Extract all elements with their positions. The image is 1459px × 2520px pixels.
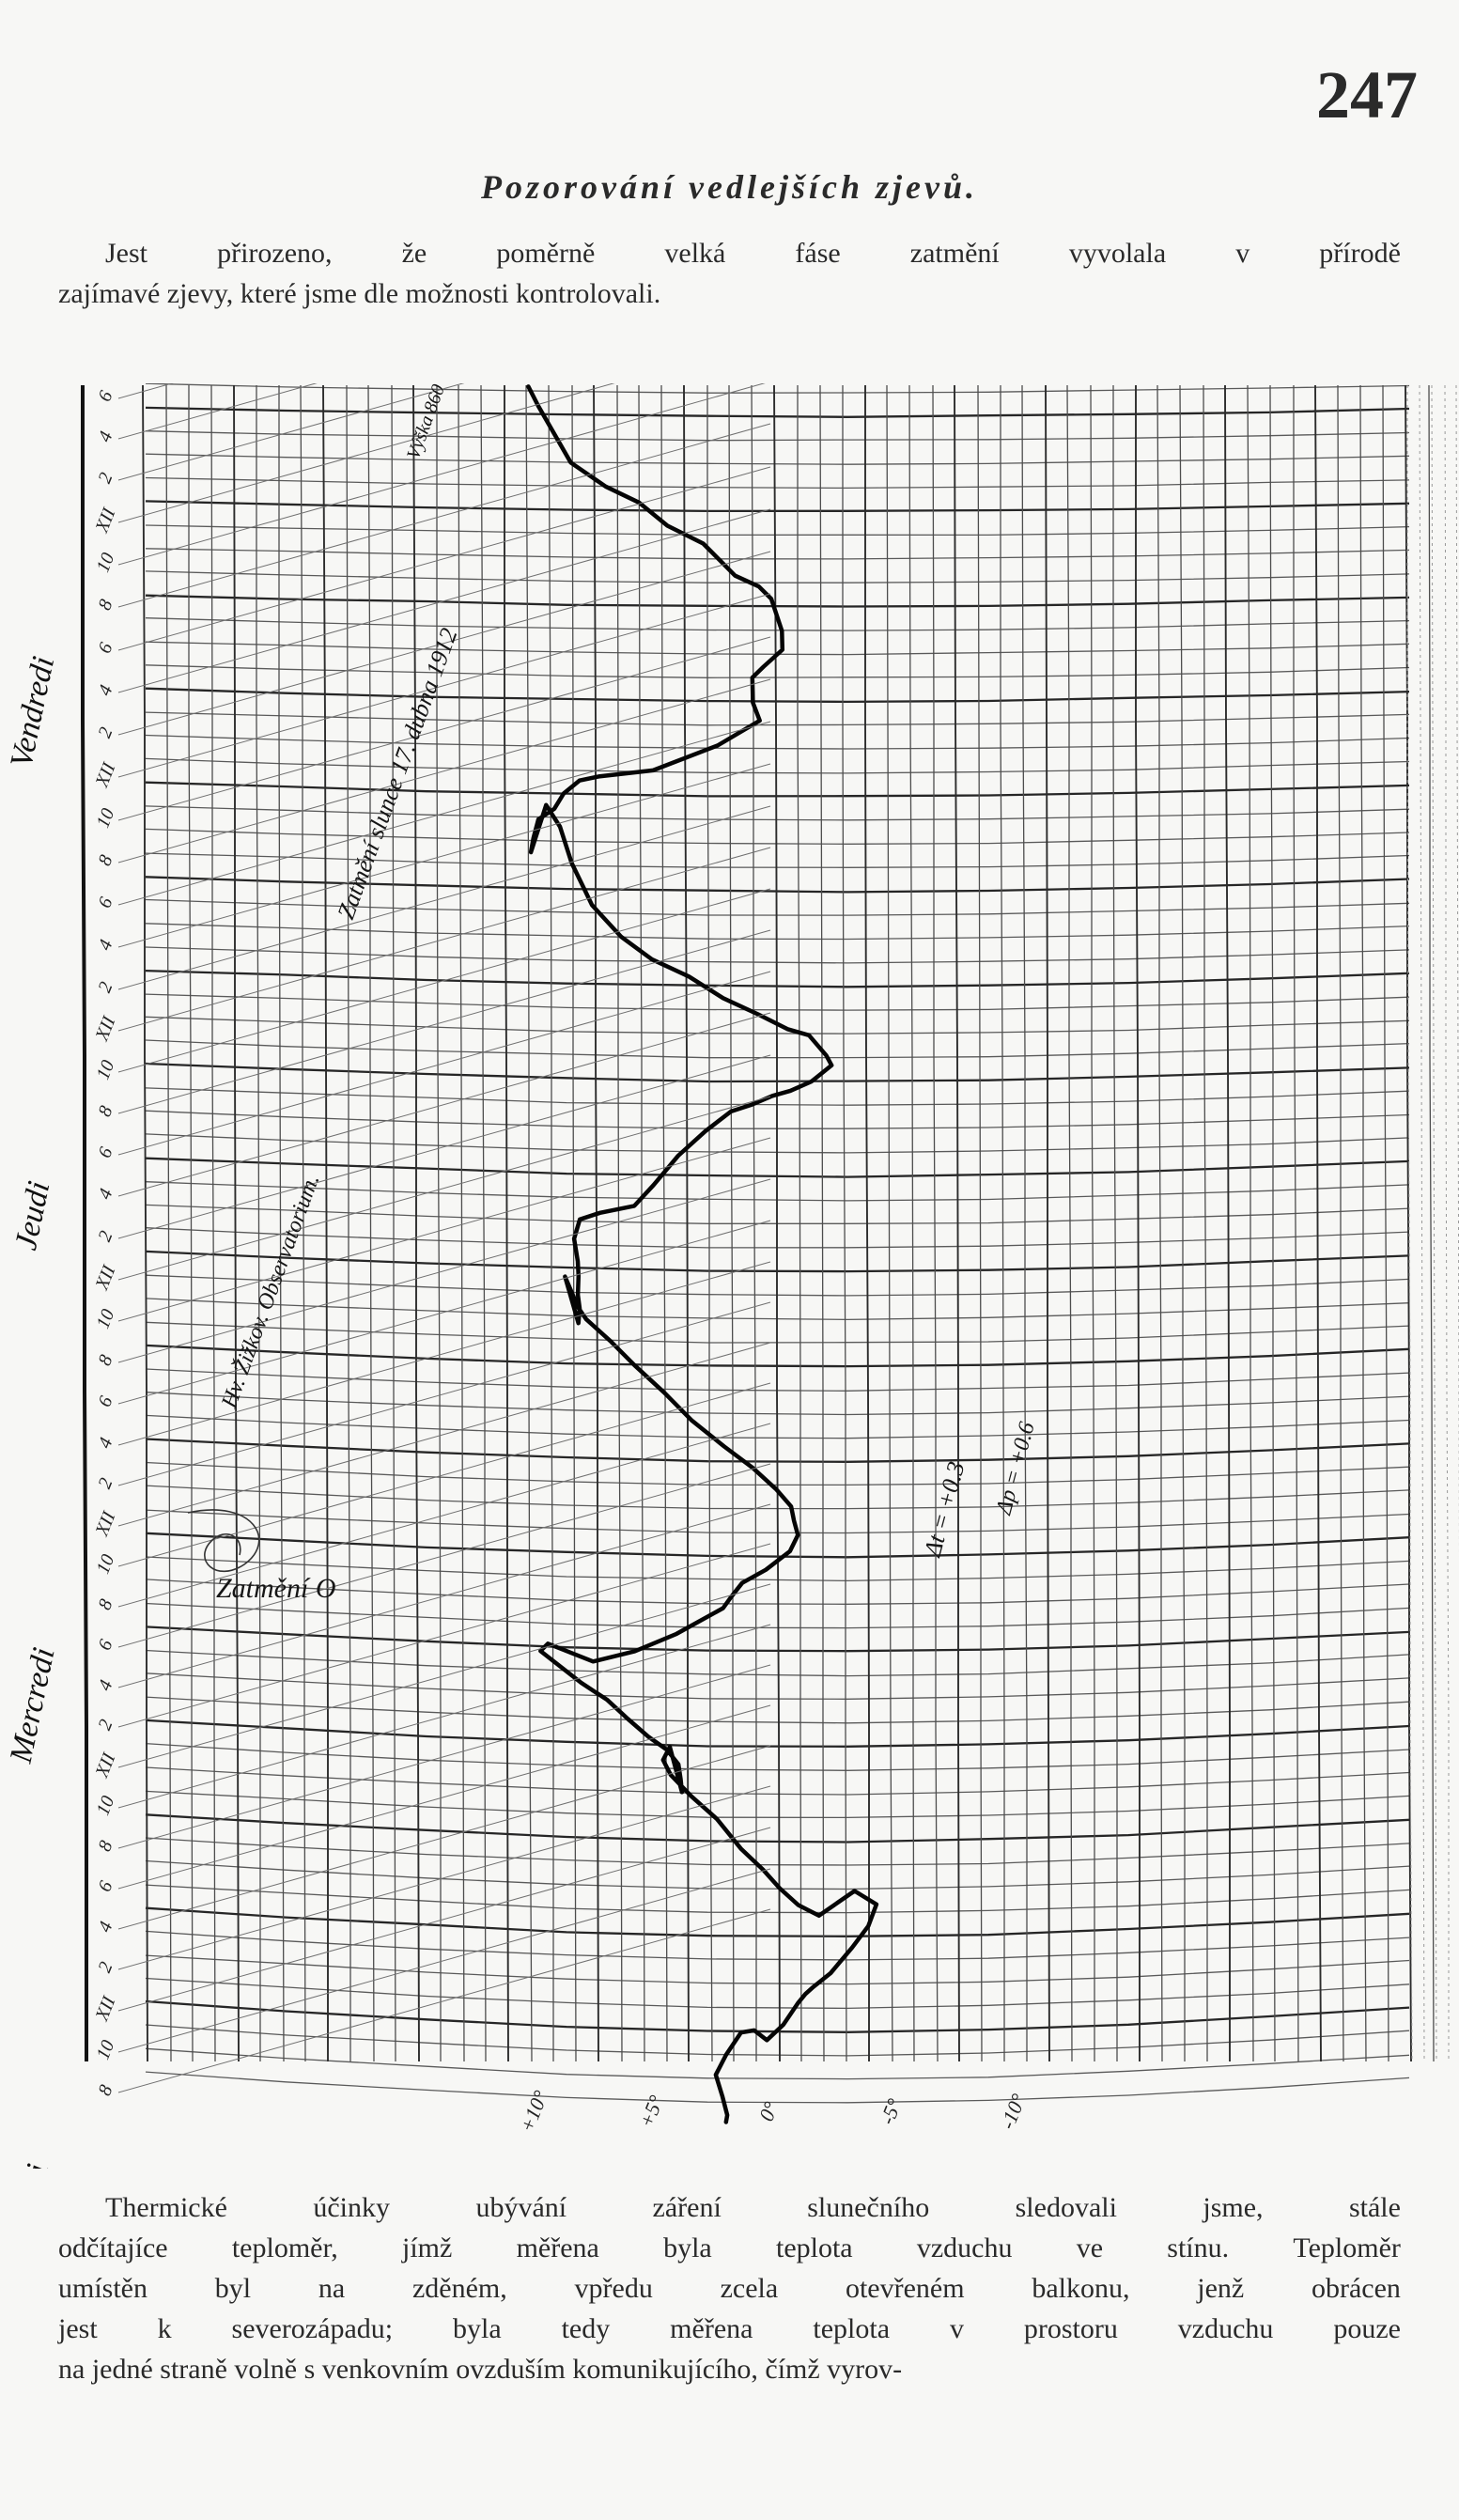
svg-text:XII: XII — [91, 1508, 120, 1540]
svg-text:10: 10 — [92, 805, 118, 831]
svg-text:+5°: +5° — [634, 2092, 668, 2131]
svg-text:Δt = +0.3: Δt = +0.3 — [919, 1458, 970, 1560]
svg-text:2: 2 — [94, 724, 116, 741]
svg-text:2: 2 — [94, 470, 116, 487]
svg-text:2: 2 — [94, 1228, 116, 1245]
svg-text:6: 6 — [94, 894, 116, 911]
svg-text:8: 8 — [94, 597, 116, 614]
svg-text:Výška 860 m: Výška 860 m — [403, 383, 456, 462]
svg-text:10: 10 — [92, 1306, 118, 1331]
svg-text:-10°: -10° — [995, 2091, 1031, 2133]
svg-text:8: 8 — [94, 1838, 116, 1855]
svg-text:8: 8 — [94, 852, 116, 869]
svg-text:8: 8 — [94, 1103, 116, 1120]
svg-text:XII: XII — [91, 1750, 120, 1781]
svg-text:Jeudi: Jeudi — [8, 1178, 57, 1253]
svg-text:4: 4 — [94, 682, 116, 699]
svg-text:2: 2 — [94, 979, 116, 996]
svg-text:Mercredi: Mercredi — [4, 1644, 62, 1766]
svg-text:8: 8 — [94, 1352, 116, 1369]
svg-text:8: 8 — [94, 2082, 116, 2099]
svg-text:8: 8 — [94, 1596, 116, 1613]
svg-text:6: 6 — [94, 1637, 116, 1654]
svg-text:4: 4 — [94, 1919, 116, 1936]
svg-text:4: 4 — [94, 937, 116, 954]
svg-text:4: 4 — [94, 1186, 116, 1203]
svg-text:...rdi: ...rdi — [9, 2161, 55, 2169]
svg-text:XII: XII — [91, 1993, 120, 2025]
svg-text:XII: XII — [91, 1262, 120, 1294]
svg-text:2: 2 — [94, 1475, 116, 1492]
svg-text:XII: XII — [91, 505, 120, 537]
svg-text:10: 10 — [92, 1793, 118, 1818]
svg-text:+10°: +10° — [515, 2087, 552, 2136]
svg-text:10: 10 — [92, 2037, 118, 2062]
svg-text:10: 10 — [92, 550, 118, 575]
svg-text:4: 4 — [94, 428, 116, 445]
svg-text:2: 2 — [94, 1717, 116, 1734]
svg-text:Zatmění O: Zatmění O — [216, 1573, 336, 1604]
svg-text:Δp = +0.6: Δp = +0.6 — [991, 1420, 1039, 1518]
svg-text:Vendredi: Vendredi — [4, 653, 61, 770]
svg-text:10: 10 — [92, 1551, 118, 1577]
svg-text:2: 2 — [94, 1959, 116, 1976]
svg-text:XII: XII — [91, 759, 120, 791]
svg-text:10: 10 — [92, 1057, 118, 1082]
svg-text:XII: XII — [91, 1013, 120, 1045]
svg-text:6: 6 — [94, 1878, 116, 1895]
svg-text:6: 6 — [94, 1393, 116, 1410]
svg-text:Hv. Žižkov. Observatorium.: Hv. Žižkov. Observatorium. — [217, 1172, 325, 1412]
svg-text:4: 4 — [94, 1677, 116, 1694]
svg-text:-5°: -5° — [875, 2095, 906, 2128]
svg-text:4: 4 — [94, 1435, 116, 1452]
svg-text:6: 6 — [94, 640, 116, 657]
svg-text:6: 6 — [94, 388, 116, 405]
svg-text:6: 6 — [94, 1144, 116, 1161]
